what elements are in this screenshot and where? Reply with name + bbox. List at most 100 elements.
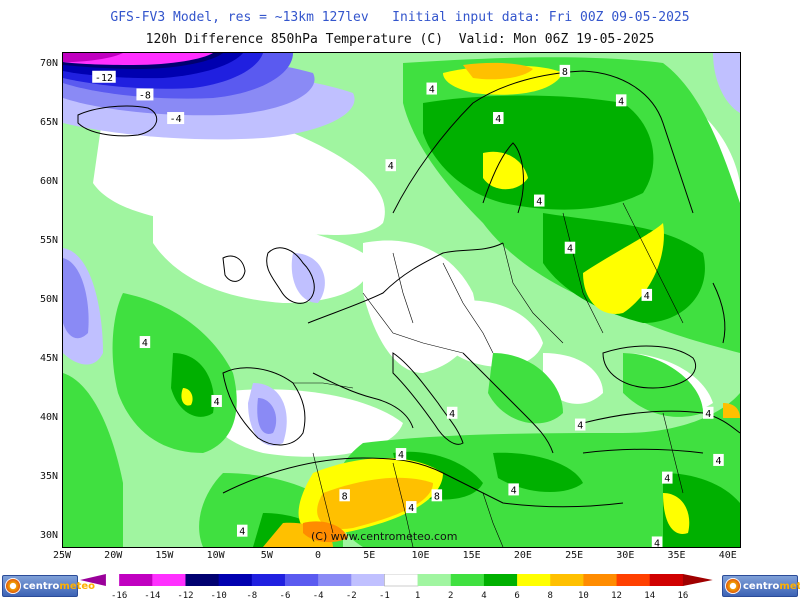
colorbar-swatch (284, 574, 319, 586)
colorbar-label: 14 (644, 591, 655, 600)
contour-label: 4 (567, 244, 573, 255)
colorbar-arrow-right (682, 574, 713, 586)
colorbar-arrow-left (80, 574, 106, 586)
longitude-label: 25W (52, 550, 72, 561)
logo-text-main: centro (23, 580, 60, 592)
longitude-label: 15W (155, 550, 174, 561)
latitude-label: 65N (39, 116, 58, 128)
longitude-label: 25E (565, 550, 584, 561)
contour-label-box (139, 336, 151, 349)
colorbar-swatch (185, 574, 220, 586)
contour-label: 4 (142, 338, 148, 349)
colorbar-label: -6 (280, 591, 291, 600)
colorbar-swatch (583, 574, 618, 586)
latitude-label: 40N (39, 411, 58, 423)
longitude-label: 15E (462, 550, 481, 561)
colorbar-label: -4 (313, 591, 324, 600)
country-borders (293, 202, 684, 547)
contour-label-box (615, 94, 627, 107)
contour-label: 4 (239, 527, 245, 538)
latitude-label: 60N (39, 175, 58, 187)
contour-label: 4 (536, 197, 542, 208)
contour-label-box (508, 483, 519, 496)
contour-label: 4 (408, 503, 414, 514)
contour-label-box (431, 489, 443, 502)
longitude-label: 20W (104, 550, 123, 561)
colorbar-label: 8 (548, 591, 553, 600)
colorbar-label: -12 (177, 591, 193, 600)
contour-label-box (211, 394, 222, 407)
latitude-label: 45N (39, 352, 58, 364)
contour-label-box (339, 489, 350, 502)
contour-label: 8 (434, 491, 440, 502)
contour-label: 8 (562, 67, 568, 78)
temperature-difference-map: -12 -8 -4 8 4 4 4 4 4 4 4 4 4 4 4 4 4 4 8 8 4 4 4 4 4 (C) www.ce… (62, 52, 741, 548)
colorbar-swatch (318, 574, 352, 586)
colorbar-swatch (649, 574, 684, 586)
logo-text-main: centro (743, 580, 780, 592)
copyright-text: (C) www.centrometeo.com (311, 530, 457, 543)
colorbar-swatch (417, 574, 452, 586)
contour-label: -12 (95, 73, 113, 84)
colorbar-swatch (218, 574, 253, 586)
contour-label: 8 (342, 491, 348, 502)
colorbar-swatch (616, 574, 651, 586)
contour-label-box (574, 418, 586, 431)
colorbar-label: -14 (144, 591, 160, 600)
contour-label-box (662, 471, 673, 484)
longitude-label: 30E (616, 550, 635, 561)
field-orange-areas (263, 62, 740, 547)
contour-label: 4 (511, 485, 517, 496)
colorbar-swatch (483, 574, 518, 586)
longitude-label: 35E (667, 550, 686, 561)
colorbar-label: 2 (448, 591, 453, 600)
contour-label: 4 (715, 456, 721, 467)
centrometeo-logo-right[interactable]: centrometeo (722, 575, 800, 597)
centrometeo-logo-left[interactable]: centrometeo (2, 575, 95, 597)
contour-label: 4 (577, 421, 583, 432)
field-dark-green-areas (171, 95, 740, 547)
contour-label-box (136, 88, 154, 101)
colorbar-label: -1 (379, 591, 390, 600)
field-dark-orange-areas (303, 521, 348, 543)
longitude-label: 5W (260, 550, 273, 561)
colorbar-label: -2 (346, 591, 357, 600)
colorbar-label: -10 (211, 591, 227, 600)
colorbar-swatch (119, 574, 153, 586)
colorbar-swatch (450, 574, 485, 586)
field-purple-core (63, 53, 123, 62)
colorbar-swatch (517, 574, 551, 586)
longitude-label: 40E (718, 550, 737, 561)
contour-label-box (405, 501, 417, 514)
colorbar-label: 6 (514, 591, 519, 600)
longitude-label: 0 (315, 550, 322, 561)
contour-label: 4 (654, 538, 660, 547)
contour-label: 4 (664, 474, 670, 485)
logo-text-accent: meteo (59, 580, 96, 592)
colorbar-label: 12 (611, 591, 622, 600)
contour-label-box (534, 194, 545, 207)
contour-label: 4 (618, 96, 624, 107)
logo-text-accent: meteo (779, 580, 800, 592)
colorbar-label: -16 (111, 591, 127, 600)
contour-label: 4 (214, 397, 220, 408)
contour-label-box (446, 406, 458, 419)
colorbar-label: 10 (578, 591, 589, 600)
logo-icon (725, 578, 741, 594)
contour-label-box (559, 64, 571, 77)
contour-label-box (385, 159, 396, 172)
colorbar-label: 4 (481, 591, 486, 600)
map-canvas: -12 -8 -4 8 4 4 4 4 4 4 4 4 4 4 4 4 4 4 8 8 4 4 4 4 4 (C) www.ce… (63, 53, 740, 547)
contour-label-box (564, 241, 576, 254)
contour-label-box (702, 406, 714, 419)
logo-text-left: centrometeo (23, 581, 95, 592)
latitude-label: 35N (39, 470, 58, 482)
contour-label-box (713, 453, 724, 466)
latitude-label: 50N (39, 293, 58, 305)
contour-label: 4 (449, 409, 455, 420)
longitude-label: 10E (411, 550, 430, 561)
logo-text-right: centrometeo (743, 581, 800, 592)
contour-label-box (493, 112, 504, 125)
contour-label: 4 (398, 450, 404, 461)
colorbar-label: 1 (415, 591, 420, 600)
